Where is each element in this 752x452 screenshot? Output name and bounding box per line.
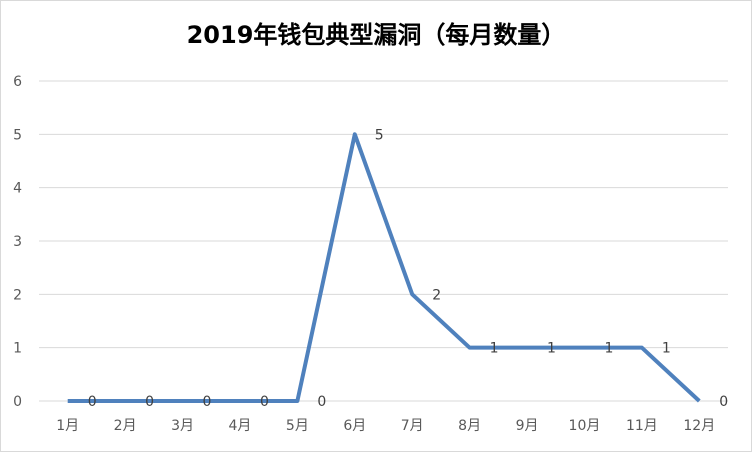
x-tick-label: 7月 <box>401 418 424 434</box>
data-point <box>123 399 127 403</box>
x-tick-label: 4月 <box>228 418 251 434</box>
y-tick-label: 3 <box>13 234 22 250</box>
data-point <box>525 346 529 350</box>
data-label: 1 <box>490 341 499 357</box>
data-point <box>468 346 472 350</box>
y-tick-label: 6 <box>13 74 22 90</box>
data-point <box>295 399 299 403</box>
data-label: 1 <box>547 341 556 357</box>
x-tick-label: 12月 <box>683 418 715 434</box>
data-point <box>410 292 414 296</box>
data-point <box>353 132 357 136</box>
x-tick-label: 11月 <box>626 418 658 434</box>
data-point <box>697 399 701 403</box>
data-label: 1 <box>604 341 613 357</box>
y-tick-label: 5 <box>13 127 22 143</box>
data-label: 2 <box>432 287 441 303</box>
data-point <box>582 346 586 350</box>
x-tick-label: 10月 <box>569 418 601 434</box>
data-label: 1 <box>662 341 671 357</box>
x-tick-label: 6月 <box>343 418 366 434</box>
x-tick-label: 9月 <box>516 418 539 434</box>
y-tick-label: 4 <box>13 181 22 197</box>
y-tick-label: 0 <box>13 394 22 410</box>
data-point <box>66 399 70 403</box>
x-tick-label: 2月 <box>114 418 137 434</box>
data-label: 5 <box>375 127 384 143</box>
data-point <box>238 399 242 403</box>
y-tick-label: 2 <box>13 287 22 303</box>
y-tick-label: 1 <box>13 341 22 357</box>
x-tick-label: 8月 <box>458 418 481 434</box>
x-tick-label: 3月 <box>171 418 194 434</box>
data-label: 0 <box>203 394 212 410</box>
data-label: 0 <box>88 394 97 410</box>
data-label: 0 <box>317 394 326 410</box>
data-label: 0 <box>145 394 154 410</box>
data-point <box>640 346 644 350</box>
x-tick-label: 1月 <box>56 418 79 434</box>
data-point <box>181 399 185 403</box>
data-label: 0 <box>260 394 269 410</box>
series-line <box>67 132 701 403</box>
data-label: 0 <box>719 394 728 410</box>
x-tick-label: 5月 <box>286 418 309 434</box>
chart-title: 2019年钱包典型漏洞（每月数量） <box>186 21 566 49</box>
